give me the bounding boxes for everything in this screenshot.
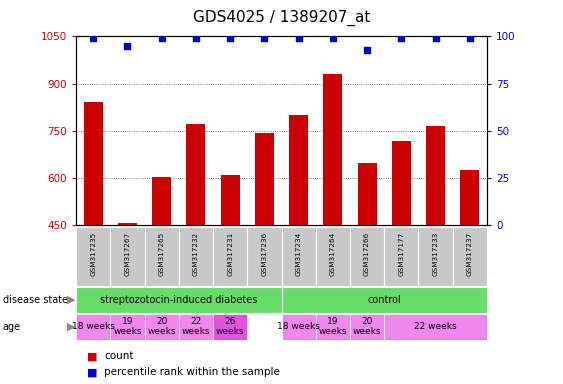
Text: GSM317234: GSM317234	[296, 231, 302, 276]
Text: percentile rank within the sample: percentile rank within the sample	[104, 367, 280, 377]
Point	[191, 35, 200, 41]
Bar	[392, 141, 411, 225]
Text: disease state: disease state	[3, 295, 68, 305]
Text: 22
weeks: 22 weeks	[182, 317, 210, 336]
Bar	[418, 227, 453, 286]
Point	[157, 35, 166, 41]
Text: streptozotocin-induced diabetes: streptozotocin-induced diabetes	[100, 295, 257, 305]
Bar	[213, 227, 247, 286]
Text: 19
weeks: 19 weeks	[113, 317, 142, 336]
Text: 20
weeks: 20 weeks	[353, 317, 381, 336]
Text: 19
weeks: 19 weeks	[319, 317, 347, 336]
Bar	[385, 227, 418, 286]
Bar	[426, 126, 445, 225]
Text: age: age	[3, 322, 21, 332]
Point	[294, 35, 303, 41]
Bar	[358, 164, 377, 225]
Point	[466, 35, 475, 41]
Bar	[247, 227, 282, 286]
Bar	[289, 115, 308, 225]
Point	[431, 35, 440, 41]
Bar	[282, 287, 487, 313]
Point	[260, 35, 269, 41]
Bar	[110, 314, 145, 340]
Bar	[453, 227, 487, 286]
Text: 18 weeks: 18 weeks	[277, 322, 320, 331]
Bar	[282, 314, 316, 340]
Text: GSM317236: GSM317236	[261, 231, 267, 276]
Bar	[316, 314, 350, 340]
Bar	[76, 227, 110, 286]
Bar	[84, 103, 102, 225]
Bar	[385, 314, 487, 340]
Text: 26
weeks: 26 weeks	[216, 317, 244, 336]
Point	[397, 35, 406, 41]
Text: 20
weeks: 20 weeks	[148, 317, 176, 336]
Text: 18 weeks: 18 weeks	[72, 322, 114, 331]
Bar	[118, 223, 137, 225]
Text: ▶: ▶	[67, 295, 76, 305]
Text: GSM317266: GSM317266	[364, 231, 370, 276]
Text: GSM317233: GSM317233	[432, 231, 439, 276]
Text: GSM317267: GSM317267	[124, 231, 131, 276]
Text: GSM317232: GSM317232	[193, 231, 199, 276]
Text: GSM317235: GSM317235	[90, 231, 96, 276]
Bar	[145, 227, 179, 286]
Point	[363, 46, 372, 53]
Bar	[145, 314, 179, 340]
Bar	[213, 314, 247, 340]
Bar	[350, 227, 384, 286]
Bar	[152, 177, 171, 225]
Text: ■: ■	[87, 351, 98, 361]
Bar	[110, 227, 145, 286]
Text: ■: ■	[87, 367, 98, 377]
Bar	[255, 133, 274, 225]
Text: control: control	[368, 295, 401, 305]
Text: 22 weeks: 22 weeks	[414, 322, 457, 331]
Text: GSM317177: GSM317177	[399, 231, 404, 276]
Text: count: count	[104, 351, 133, 361]
Text: ▶: ▶	[67, 322, 76, 332]
Bar	[461, 170, 479, 225]
Bar	[350, 314, 384, 340]
Text: GSM317237: GSM317237	[467, 231, 473, 276]
Bar	[324, 74, 342, 225]
Point	[88, 35, 97, 41]
Bar	[179, 227, 213, 286]
Bar	[316, 227, 350, 286]
Text: GSM317265: GSM317265	[159, 231, 164, 276]
Bar	[221, 175, 239, 225]
Text: GSM317264: GSM317264	[330, 231, 336, 276]
Bar	[179, 314, 213, 340]
Bar	[76, 287, 282, 313]
Point	[226, 35, 235, 41]
Bar	[282, 227, 316, 286]
Bar	[76, 314, 110, 340]
Point	[328, 35, 337, 41]
Point	[123, 43, 132, 49]
Text: GDS4025 / 1389207_at: GDS4025 / 1389207_at	[193, 10, 370, 26]
Bar	[186, 124, 205, 225]
Text: GSM317231: GSM317231	[227, 231, 233, 276]
